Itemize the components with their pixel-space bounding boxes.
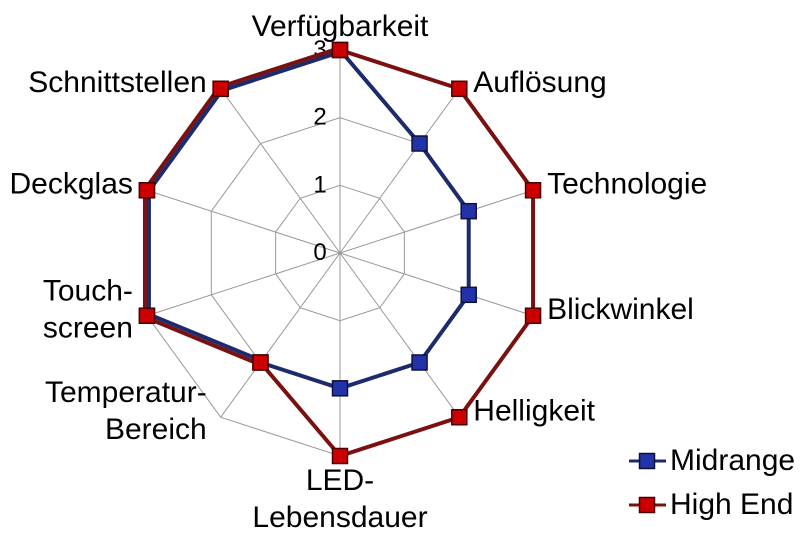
svg-text:Temperatur-: Temperatur-: [45, 376, 207, 409]
svg-text:Helligkeit: Helligkeit: [473, 394, 595, 427]
svg-text:screen: screen: [43, 311, 133, 344]
svg-text:Schnittstellen: Schnittstellen: [28, 66, 206, 99]
svg-text:Touch-: Touch-: [43, 274, 133, 307]
svg-text:Lebensdauer: Lebensdauer: [252, 501, 427, 534]
svg-text:Bereich: Bereich: [105, 413, 207, 446]
svg-text:Midrange: Midrange: [670, 444, 795, 477]
svg-text:LED-: LED-: [306, 464, 374, 497]
svg-text:0: 0: [313, 239, 326, 266]
svg-text:High End: High End: [670, 488, 793, 521]
svg-text:1: 1: [313, 171, 326, 198]
svg-text:Auflösung: Auflösung: [473, 66, 606, 99]
svg-text:2: 2: [313, 104, 326, 131]
svg-text:Deckglas: Deckglas: [10, 168, 133, 201]
svg-text:Blickwinkel: Blickwinkel: [547, 293, 694, 326]
svg-text:Verfügbarkeit: Verfügbarkeit: [252, 10, 429, 43]
svg-text:Technologie: Technologie: [547, 168, 707, 201]
